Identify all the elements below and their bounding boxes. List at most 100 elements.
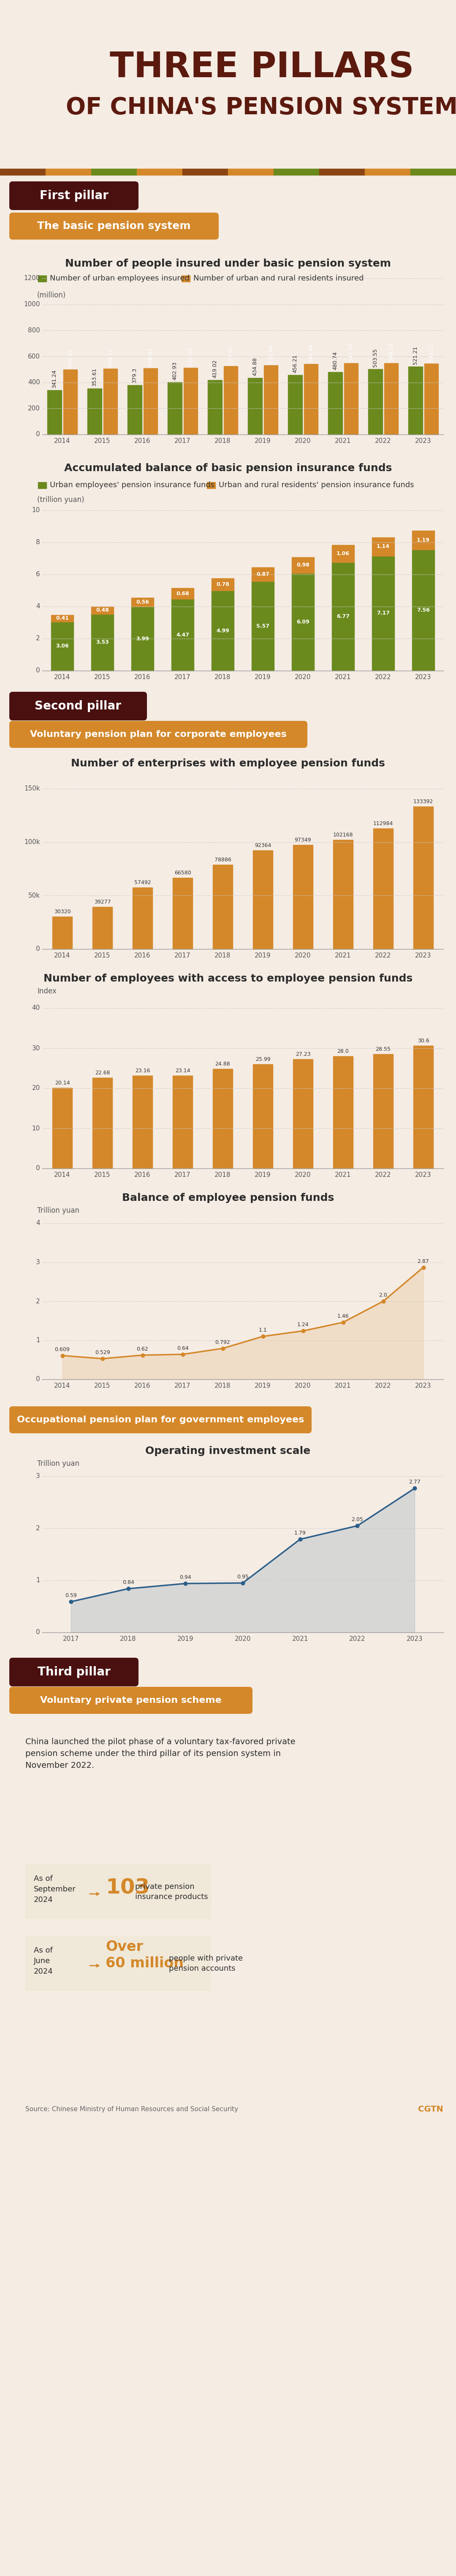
Bar (365, 167, 411, 175)
Text: 532.66: 532.66 (268, 345, 274, 363)
Bar (103, 368, 117, 435)
Text: 419.02: 419.02 (212, 361, 218, 379)
Text: 0: 0 (36, 1376, 40, 1383)
Text: 2021: 2021 (292, 1636, 308, 1641)
Point (354, 1504, 361, 1546)
Bar (63, 368, 77, 435)
Bar (293, 845, 313, 948)
Text: 7.56: 7.56 (417, 608, 430, 613)
Text: 0: 0 (36, 1164, 40, 1172)
Text: 3.06: 3.06 (56, 644, 69, 649)
Text: 501.07: 501.07 (67, 348, 73, 368)
Text: 4: 4 (36, 603, 40, 611)
Text: 100k: 100k (24, 840, 40, 845)
Text: 4.47: 4.47 (176, 631, 189, 639)
Text: 10: 10 (32, 507, 40, 513)
Text: 150k: 150k (24, 786, 40, 791)
Text: Number of employees with access to employee pension funds: Number of employees with access to emplo… (43, 974, 413, 984)
Bar (412, 531, 434, 549)
Bar (168, 381, 182, 435)
Text: Trillion yuan: Trillion yuan (37, 1206, 79, 1213)
Bar (333, 1056, 353, 1170)
Text: 2022: 2022 (375, 1383, 391, 1388)
Bar (228, 167, 274, 175)
Bar (0, 167, 46, 175)
Text: 508.47: 508.47 (148, 348, 153, 366)
Text: 2014: 2014 (54, 675, 70, 680)
Bar (131, 598, 154, 608)
Bar (128, 386, 142, 435)
Bar (248, 379, 262, 435)
Text: 2.77: 2.77 (409, 1479, 420, 1484)
Text: 0: 0 (36, 1628, 40, 1636)
Bar (51, 616, 73, 621)
Bar (368, 368, 382, 435)
Text: people with private
pension accounts: people with private pension accounts (169, 1955, 243, 1973)
Text: 27.23: 27.23 (295, 1051, 311, 1056)
Text: 2: 2 (36, 1525, 40, 1533)
Text: 4: 4 (36, 1221, 40, 1226)
Bar (253, 850, 273, 948)
Bar (410, 167, 456, 175)
Point (239, 1564, 246, 1605)
Point (179, 1334, 186, 1376)
Text: 50k: 50k (28, 891, 40, 899)
Text: 2019: 2019 (255, 1383, 271, 1388)
Text: 28.0: 28.0 (337, 1048, 349, 1054)
Text: 2018: 2018 (120, 1636, 136, 1641)
Bar (293, 1059, 313, 1170)
Bar (172, 878, 192, 948)
Bar (252, 582, 274, 670)
Text: (million): (million) (37, 291, 66, 299)
Text: 2019: 2019 (255, 675, 271, 680)
Text: 3.53: 3.53 (96, 639, 109, 644)
Point (259, 1316, 266, 1358)
Text: 23.14: 23.14 (175, 1069, 190, 1074)
Text: 20: 20 (32, 1084, 40, 1092)
Text: Voluntary pension plan for corporate employees: Voluntary pension plan for corporate emp… (30, 729, 287, 739)
Bar (288, 376, 302, 435)
Bar (319, 167, 365, 175)
Text: 2014: 2014 (54, 438, 70, 443)
Bar (413, 806, 433, 948)
Text: 22.68: 22.68 (95, 1069, 110, 1074)
Bar (133, 1077, 152, 1170)
Text: 2020: 2020 (295, 1172, 311, 1177)
Text: 0.84: 0.84 (122, 1579, 134, 1584)
Bar (332, 546, 354, 562)
Text: 2023: 2023 (415, 1383, 431, 1388)
Text: 57492: 57492 (134, 881, 151, 886)
Text: 2016: 2016 (135, 438, 150, 443)
Bar (181, 276, 190, 281)
Text: 353.61: 353.61 (92, 368, 97, 386)
Text: Accumulated balance of basic pension insurance funds: Accumulated balance of basic pension ins… (64, 464, 392, 474)
Bar (212, 866, 233, 948)
Point (99, 1337, 106, 1378)
Text: 2020: 2020 (295, 438, 311, 443)
Text: 2018: 2018 (215, 1172, 231, 1177)
Text: 1.24: 1.24 (297, 1321, 309, 1327)
Text: 2017: 2017 (175, 438, 191, 443)
Point (139, 1334, 146, 1376)
FancyBboxPatch shape (9, 180, 139, 211)
Text: 0: 0 (36, 430, 40, 438)
Bar (223, 366, 238, 435)
Text: 1.46: 1.46 (337, 1314, 349, 1319)
Bar (88, 389, 102, 435)
Text: 2014: 2014 (54, 953, 70, 958)
Text: Trillion yuan: Trillion yuan (37, 1461, 79, 1468)
Text: Third pillar: Third pillar (37, 1667, 110, 1677)
Text: 379.3: 379.3 (132, 368, 137, 384)
Text: OF CHINA'S PENSION SYSTEM: OF CHINA'S PENSION SYSTEM (66, 95, 456, 118)
Bar (212, 1069, 233, 1170)
Bar (93, 907, 113, 948)
Text: Operating investment scale: Operating investment scale (145, 1445, 311, 1455)
Text: 0.68: 0.68 (176, 590, 189, 595)
Text: 547.97: 547.97 (348, 343, 354, 361)
Bar (143, 368, 157, 435)
Text: 2021: 2021 (335, 438, 351, 443)
Bar (332, 562, 354, 670)
Text: 2020: 2020 (235, 1636, 251, 1641)
Bar (26, 1937, 211, 1991)
Bar (304, 363, 318, 435)
